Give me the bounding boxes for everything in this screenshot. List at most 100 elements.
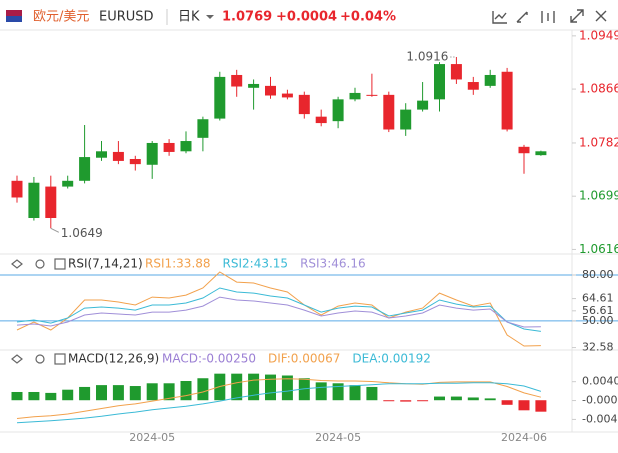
high-label: 1.0916 [406,50,448,64]
close-icon[interactable] [595,10,607,22]
candle-body [349,92,361,100]
legend-entry: DEA:0.00192 [352,352,431,366]
candle-body [366,94,378,96]
checkbox-icon[interactable] [54,258,66,270]
y-tick-label: 64.61 [582,292,614,305]
candle-body [197,119,209,138]
rsi-header-icons [11,258,66,365]
symbol: EURUSD [99,10,154,25]
rsi-line [16,287,541,332]
candle-body [163,142,175,152]
dropdown-arrow[interactable] [206,15,214,19]
macd-bar [400,400,412,402]
candle-body [214,76,226,119]
x-tick-label: 2024-05 [129,431,175,444]
price: 1.0769 [222,10,272,25]
candle-body [180,141,192,152]
settings-icon[interactable] [35,259,45,269]
macd-bar [112,385,124,401]
candle-body [265,85,276,96]
candle-body [96,151,107,158]
legend-entry: MACD:-0.00250 [162,352,256,366]
macd-bar [28,391,40,401]
change-pct: +0.04% [340,10,396,25]
draw-tool-icon[interactable] [492,11,507,24]
y-tick-label: 1.0616 [579,242,618,256]
candle-body [298,94,310,115]
macd-bar [197,378,209,401]
y-tick-label: 50.00 [582,314,614,327]
y-tick-label: -0.00419 [582,412,618,425]
candle-body [11,180,23,198]
candle-body [28,182,40,219]
macd-bar [450,396,462,401]
legend-entry: RSI1:33.88 [145,257,211,271]
eye-icon[interactable] [11,259,23,269]
candle-body [467,82,479,90]
candle-body [383,94,395,130]
indicator-title: RSI(7,14,21) [68,257,143,271]
macd-bar [96,385,107,401]
rsi-line [16,271,541,347]
macd-line [16,378,542,419]
macd-bar [535,400,547,412]
macd-bar [366,386,378,401]
macd-bar [383,400,395,402]
candle-body [332,99,344,122]
macd-bar [265,374,276,401]
macd-bar [349,385,361,401]
macd-bar [231,373,243,401]
macd-bar [146,383,158,401]
indicator-icon[interactable] [541,11,555,23]
legend-entry: RSI2:43.15 [223,257,289,271]
eye-icon[interactable] [11,354,23,364]
macd-bar [467,397,479,401]
x-tick-label: 2024-05 [315,431,361,444]
fullscreen-icon[interactable] [570,9,584,23]
checkbox-icon[interactable] [54,353,66,365]
indicator-title: MACD(12,26,9) [68,352,159,366]
macd-bar [129,386,141,401]
y-tick-label: 56.61 [582,304,614,317]
candle-body [450,64,462,80]
period[interactable]: 日K [178,10,200,25]
macd-bar [332,383,344,401]
candle-body [45,186,57,219]
y-tick-label: 32.58 [582,341,614,354]
header: 欧元/美元 EURUSD 日K 1.0769 +0.0004 +0.04% [6,9,607,25]
candle-body [400,109,412,130]
macd-bar [79,386,91,401]
candle-body [146,142,158,165]
macd-bar [417,400,429,402]
macd-bar [163,383,175,401]
macd-bar [248,373,260,401]
macd-bar [434,396,445,401]
low-label: 1.0649 [61,226,103,240]
candle-body [501,71,513,130]
candle-body [231,74,243,87]
candle-body [62,180,74,187]
pen-icon[interactable] [516,11,528,23]
x-tick-label: 2024-06 [501,431,547,444]
flag [6,10,22,16]
y-tick-label: 1.0782 [579,135,618,149]
candle-body [112,151,124,161]
pair-name: 欧元/美元 [33,10,89,25]
legend-entry: DIF:0.00067 [268,352,340,366]
macd-bar [62,389,74,401]
candle-body [535,151,547,156]
settings-icon[interactable] [35,354,45,364]
y-tick-label: 1.0949 [579,28,618,42]
candle-body [434,64,445,100]
y-tick-label: 0.00405 [582,375,618,388]
candle-body [315,116,327,124]
candle-body [129,158,141,165]
rsi-line [16,296,541,328]
macd-bar [11,391,23,401]
legend-entry: RSI3:46.16 [300,257,366,271]
macd-bar [501,400,513,405]
candle-body [484,74,496,86]
candle-body [417,100,429,110]
y-tick-label: 1.0866 [579,82,618,96]
